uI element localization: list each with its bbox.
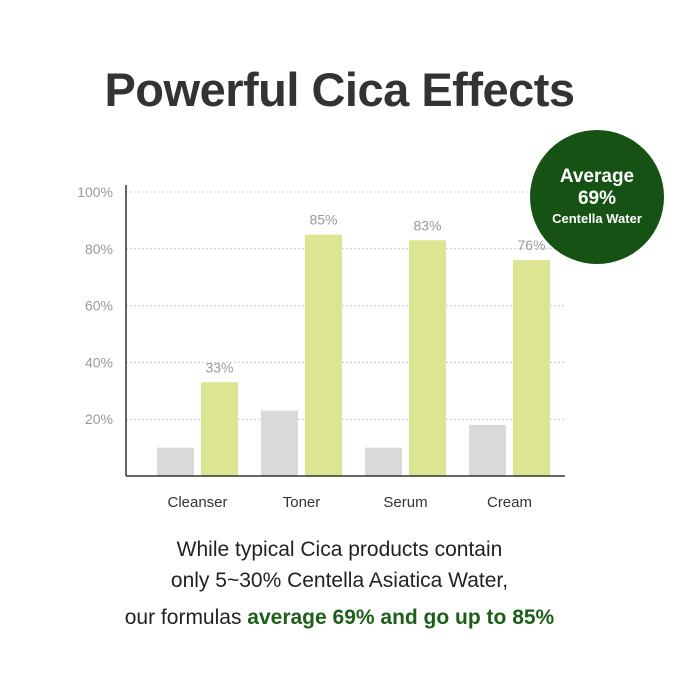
data-label: 33% xyxy=(205,359,233,375)
caption-line3: our formulas average 69% and go up to 85… xyxy=(0,606,679,630)
data-label: 85% xyxy=(309,212,337,228)
typical-bar xyxy=(261,410,298,476)
y-tick-label: 100% xyxy=(77,184,113,200)
average-badge: Average 69% Centella Water xyxy=(530,130,664,264)
y-tick-label: 40% xyxy=(85,354,113,370)
typical-bar xyxy=(157,447,194,476)
y-tick-label: 60% xyxy=(85,298,113,314)
caption-line1: While typical Cica products contain xyxy=(176,538,503,561)
badge-line1: Average xyxy=(559,166,635,187)
x-tick-label: Toner xyxy=(283,494,321,511)
our-bar xyxy=(305,234,342,476)
badge-line2: 69% xyxy=(577,188,617,209)
caption-prefix: our formulas xyxy=(124,606,248,629)
x-tick-label: Serum xyxy=(383,494,427,511)
page-title: Powerful Cica Effects xyxy=(104,63,575,116)
our-bar xyxy=(201,382,238,476)
typical-bar xyxy=(365,447,402,476)
data-label: 83% xyxy=(413,217,441,233)
y-tick-label: 20% xyxy=(85,411,113,427)
x-tick-label: Cleanser xyxy=(167,494,227,511)
typical-bar xyxy=(469,424,506,476)
our-bar xyxy=(513,260,550,476)
caption-highlight: average 69% and go up to 85% xyxy=(247,606,555,629)
y-tick-label: 80% xyxy=(85,241,113,257)
x-tick-label: Cream xyxy=(487,494,532,511)
caption-line2: only 5~30% Centella Asiatica Water, xyxy=(170,569,509,592)
badge-line3: Centella Water xyxy=(552,211,642,226)
data-label: 76% xyxy=(517,237,545,253)
our-bar xyxy=(409,240,446,476)
